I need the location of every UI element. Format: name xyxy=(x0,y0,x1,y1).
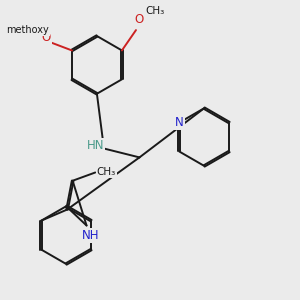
Text: CH₃: CH₃ xyxy=(146,6,165,16)
Text: O: O xyxy=(134,13,144,26)
Text: NH: NH xyxy=(82,230,100,242)
Text: HN: HN xyxy=(87,139,105,152)
Text: N: N xyxy=(175,116,184,129)
Text: methoxy: methoxy xyxy=(6,26,49,35)
Text: O: O xyxy=(41,32,51,44)
Text: CH₃: CH₃ xyxy=(97,167,116,177)
